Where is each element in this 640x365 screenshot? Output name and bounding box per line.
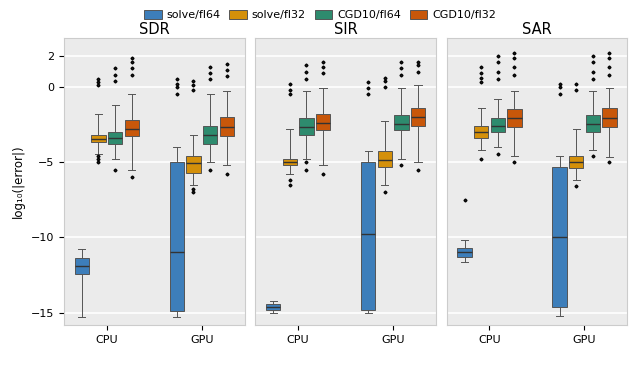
Legend: solve/fl64, solve/fl32, CGD10/fl64, CGD10/fl32: solve/fl64, solve/fl32, CGD10/fl64, CGD1…: [140, 5, 500, 25]
PathPatch shape: [361, 162, 375, 310]
PathPatch shape: [283, 159, 297, 165]
PathPatch shape: [92, 135, 106, 142]
Title: SDR: SDR: [139, 22, 170, 37]
Title: SAR: SAR: [522, 22, 552, 37]
PathPatch shape: [552, 166, 566, 307]
PathPatch shape: [474, 126, 488, 138]
PathPatch shape: [203, 126, 217, 144]
PathPatch shape: [491, 118, 505, 132]
PathPatch shape: [170, 162, 184, 311]
PathPatch shape: [108, 132, 122, 144]
PathPatch shape: [508, 109, 522, 127]
Title: SIR: SIR: [333, 22, 358, 37]
PathPatch shape: [75, 258, 89, 274]
PathPatch shape: [586, 115, 600, 132]
PathPatch shape: [411, 108, 425, 126]
PathPatch shape: [458, 248, 472, 257]
PathPatch shape: [378, 151, 392, 166]
PathPatch shape: [186, 156, 200, 173]
PathPatch shape: [125, 120, 139, 137]
PathPatch shape: [316, 114, 330, 130]
PathPatch shape: [602, 108, 616, 127]
Y-axis label: log₁₀(|error|): log₁₀(|error|): [12, 145, 26, 218]
PathPatch shape: [300, 118, 314, 135]
PathPatch shape: [569, 156, 583, 168]
PathPatch shape: [220, 117, 234, 137]
PathPatch shape: [394, 115, 408, 130]
PathPatch shape: [266, 304, 280, 310]
